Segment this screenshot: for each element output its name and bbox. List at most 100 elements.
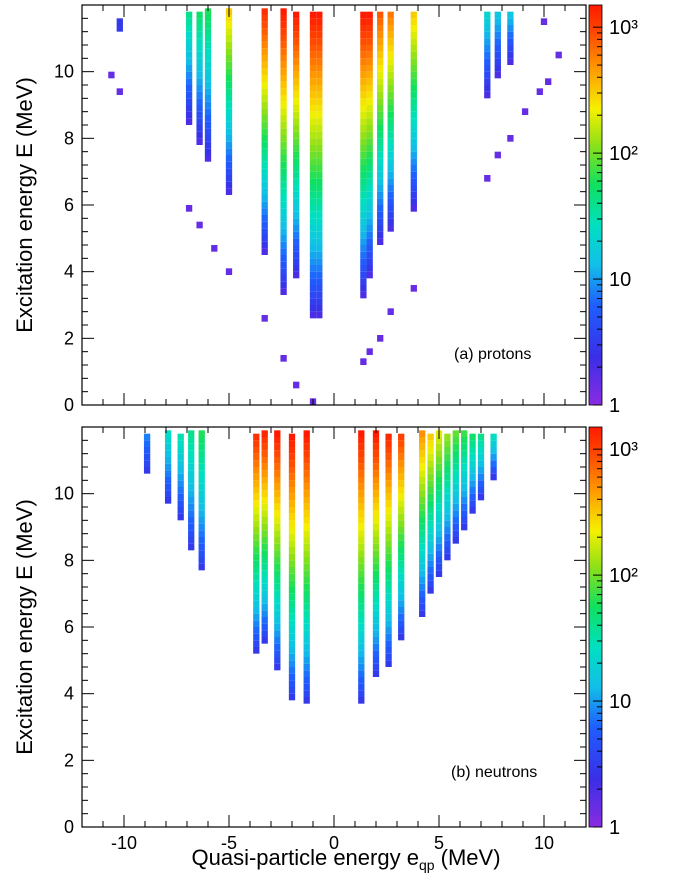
heatmap-cell	[444, 540, 451, 547]
heatmap-cell	[387, 145, 394, 152]
y-tick-label: 2	[64, 328, 74, 348]
heatmap-cell	[253, 593, 260, 601]
heatmap-cell	[385, 640, 392, 647]
heatmap-cell	[253, 447, 260, 454]
heatmap-cell	[507, 58, 514, 65]
heatmap-cell	[309, 98, 317, 105]
heatmap-cell	[477, 487, 485, 494]
heatmap-cell	[288, 440, 296, 447]
heatmap-cell	[177, 473, 184, 481]
heatmap-cell	[410, 205, 417, 212]
heatmap-cell	[461, 490, 468, 497]
heatmap-cell	[427, 547, 434, 554]
heatmap-cell	[387, 118, 394, 125]
heatmap-cell	[410, 131, 417, 139]
heatmap-cell	[274, 463, 281, 471]
heatmap-cell	[360, 185, 367, 192]
heatmap-cell	[360, 218, 367, 225]
heatmap-cell	[253, 540, 260, 547]
heatmap-cell	[360, 205, 367, 212]
heatmap-cell	[261, 457, 268, 464]
heatmap-cell	[360, 238, 367, 245]
heatmap-cell	[419, 497, 426, 504]
heatmap-cell	[366, 225, 373, 232]
heatmap-cell	[419, 490, 426, 497]
heatmap-cell	[196, 91, 203, 99]
heatmap-cell	[398, 500, 405, 507]
heatmap-cell	[444, 553, 451, 561]
heatmap-cell	[360, 271, 367, 279]
heatmap-cell	[316, 85, 323, 92]
heatmap-cell	[198, 510, 205, 517]
heatmap-cell	[360, 231, 367, 239]
heatmap-cell	[261, 248, 268, 255]
heatmap-cell	[280, 21, 287, 29]
heatmap-cell	[303, 690, 310, 697]
heatmap-cell	[303, 570, 310, 577]
heatmap-cell	[177, 440, 184, 447]
heatmap-cell	[303, 597, 310, 604]
heatmap-cell	[461, 483, 468, 491]
heatmap-cell	[366, 85, 373, 92]
heatmap-cell	[293, 138, 300, 145]
heatmap-cell	[444, 520, 451, 527]
heatmap-cell	[198, 457, 205, 464]
heatmap-cell	[261, 108, 268, 115]
heatmap-cell	[435, 497, 443, 504]
heatmap-cell	[410, 145, 417, 152]
heatmap-cell	[253, 493, 260, 501]
heatmap-cell	[261, 41, 268, 49]
heatmap-cell	[316, 251, 323, 259]
heatmap-cell	[225, 155, 233, 162]
heatmap-cell	[419, 523, 426, 531]
heatmap-cell	[188, 483, 195, 491]
heatmap-cell	[177, 507, 184, 514]
heatmap-cell	[261, 430, 268, 437]
heatmap-cell	[280, 95, 287, 102]
heatmap-cell	[293, 51, 300, 59]
heatmap-cell	[385, 553, 392, 561]
heatmap-cell	[410, 11, 417, 19]
heatmap-cell	[280, 28, 287, 35]
heatmap-cell	[303, 590, 310, 597]
heatmap-cell	[303, 450, 310, 457]
heatmap-cell	[188, 477, 195, 484]
heatmap-cell	[261, 510, 268, 517]
heatmap-cell	[185, 45, 193, 52]
heatmap-cell	[377, 151, 384, 159]
heatmap-cell	[435, 503, 443, 511]
heatmap-cell	[410, 111, 417, 119]
heatmap-cell	[261, 75, 268, 82]
heatmap-cell	[261, 537, 268, 544]
heatmap-cell	[188, 443, 195, 451]
heatmap-cell	[293, 65, 300, 72]
heatmap-cell	[410, 178, 417, 185]
heatmap-cell	[293, 171, 300, 179]
heatmap-cell	[366, 271, 373, 279]
heatmap-cell	[452, 463, 459, 471]
heatmap-cell	[419, 530, 426, 537]
heatmap-cell	[366, 125, 373, 132]
heatmap-cell	[398, 527, 405, 534]
heatmap-cell	[366, 91, 373, 99]
heatmap-cell	[452, 530, 459, 537]
heatmap-cell	[196, 125, 203, 132]
heatmap-cell	[461, 477, 468, 484]
heatmap-cell	[385, 467, 392, 474]
heatmap-cell	[196, 138, 203, 145]
heatmap-cell	[303, 677, 310, 684]
heatmap-cell	[398, 580, 405, 587]
heatmap-cell	[377, 131, 384, 139]
heatmap-cell	[198, 483, 205, 491]
heatmap-cell	[372, 657, 380, 664]
heatmap-cell	[288, 473, 296, 481]
heatmap-cell	[398, 627, 405, 634]
heatmap-cell	[444, 473, 451, 481]
heatmap-cell	[427, 433, 434, 441]
heatmap-cell	[143, 460, 151, 467]
heatmap-point	[293, 381, 300, 389]
heatmap-cell	[377, 65, 384, 72]
heatmap-cell	[293, 258, 300, 265]
heatmap-cell	[164, 490, 172, 497]
heatmap-cell	[280, 68, 287, 75]
